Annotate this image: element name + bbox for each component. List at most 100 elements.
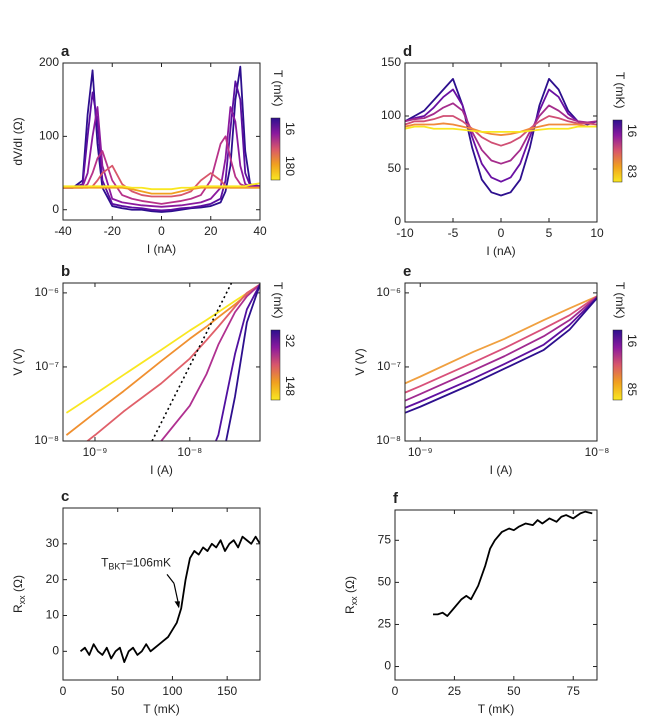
y-tick-label: 10 — [46, 608, 60, 622]
x-tick-label: 50 — [507, 684, 521, 698]
plot-area — [79, 535, 260, 663]
plot-area — [63, 65, 260, 213]
colorbar — [270, 117, 281, 181]
panel-label: b — [61, 263, 70, 280]
x-tick-label: -20 — [104, 224, 122, 238]
series-line — [405, 296, 597, 402]
x-tick-label: -5 — [448, 226, 459, 240]
series-line — [63, 65, 260, 213]
x-tick-label: 20 — [204, 224, 218, 238]
panel-label: f — [393, 490, 399, 507]
x-tick-label: 0 — [158, 224, 165, 238]
series-line — [405, 125, 597, 133]
y-tick-label: 10⁻⁸ — [376, 433, 401, 447]
y-tick-label: 10⁻⁶ — [34, 285, 59, 299]
colorbar-label: T (mK) — [613, 282, 627, 318]
x-axis-label: T (mK) — [143, 702, 179, 716]
annotation-arrowhead — [174, 601, 181, 609]
x-tick-label: 10 — [590, 226, 604, 240]
axes-box — [62, 507, 261, 681]
y-tick-label: 0 — [52, 202, 59, 216]
panel-label: c — [61, 488, 69, 505]
y-axis-label-sub: xx — [349, 596, 359, 606]
colorbar-tick-label: 83 — [625, 165, 639, 179]
axes-box — [62, 282, 261, 442]
colorbar-label: T (mK) — [271, 282, 285, 318]
series-line — [214, 284, 260, 441]
series-line — [405, 297, 597, 414]
series-line — [405, 115, 597, 147]
y-axis-label: V (V) — [353, 348, 367, 375]
y-tick-label: 10⁻⁷ — [35, 359, 59, 373]
plot-area — [433, 510, 593, 617]
series-line — [63, 135, 260, 205]
colorbar — [612, 119, 623, 183]
y-axis-label: Rxx (Ω) — [11, 575, 27, 613]
x-tick-label: 0 — [60, 684, 67, 698]
y-tick-label: 20 — [46, 572, 60, 586]
y-tick-label: 100 — [381, 108, 401, 122]
x-tick-label: 10⁻⁸ — [585, 445, 610, 459]
colorbar-tick-label: 32 — [283, 334, 297, 348]
axes-box — [404, 282, 598, 442]
axes-box — [394, 509, 598, 681]
series-line — [225, 284, 260, 441]
series-line — [65, 283, 260, 414]
y-tick-label: 50 — [378, 575, 392, 589]
x-axis-label: I (nA) — [486, 244, 515, 258]
x-tick-label: 5 — [546, 226, 553, 240]
y-tick-label: 10⁻⁶ — [376, 285, 401, 299]
x-axis-label: I (nA) — [147, 242, 176, 256]
panel-label: d — [403, 43, 412, 60]
series-line — [405, 295, 597, 394]
series-line — [86, 283, 260, 441]
plot-area — [65, 283, 260, 441]
x-tick-label: 50 — [111, 684, 125, 698]
x-axis-label: I (A) — [150, 463, 173, 477]
colorbar-tick-label: 85 — [625, 383, 639, 397]
y-axis-label: dV/dI (Ω) — [11, 117, 25, 165]
y-tick-label: 50 — [388, 161, 402, 175]
y-tick-label: 0 — [384, 659, 391, 673]
series-line — [63, 80, 260, 212]
x-tick-label: 0 — [498, 226, 505, 240]
colorbar-tick-label: 16 — [625, 334, 639, 348]
x-axis-label: I (A) — [490, 463, 513, 477]
x-tick-label: 10⁻⁸ — [177, 445, 202, 459]
y-tick-label: 100 — [39, 129, 59, 143]
x-tick-label: 0 — [392, 684, 399, 698]
x-tick-label: -10 — [396, 226, 414, 240]
y-tick-label: 150 — [381, 55, 401, 69]
colorbar-tick-label: 180 — [283, 156, 297, 176]
x-tick-label: 75 — [567, 684, 581, 698]
y-axis-label-sub: xx — [17, 595, 27, 605]
x-axis-label: T (mK) — [478, 702, 514, 716]
series-line — [405, 297, 597, 409]
series-line — [79, 535, 260, 663]
series-line — [405, 102, 597, 165]
series-line — [63, 106, 260, 208]
panel-label: e — [403, 263, 411, 280]
colorbar-label: T (mK) — [613, 72, 627, 108]
y-tick-label: 30 — [46, 536, 60, 550]
colorbar-tick-label: 16 — [283, 122, 297, 136]
colorbar — [270, 329, 281, 401]
y-axis-label-suffix: (Ω) — [343, 576, 357, 596]
series-line — [151, 283, 233, 441]
axes-box — [62, 62, 261, 221]
y-tick-label: 0 — [394, 214, 401, 228]
x-tick-label: 10⁻⁹ — [83, 445, 108, 459]
colorbar-tick-label: 148 — [283, 376, 297, 396]
y-axis-label-main: R — [343, 605, 357, 614]
x-tick-label: 25 — [448, 684, 462, 698]
series-line — [405, 295, 597, 385]
y-axis-label: Rxx (Ω) — [343, 576, 359, 614]
colorbar-tick-label: 16 — [625, 124, 639, 138]
annotation-text-suffix: =106mK — [126, 556, 171, 570]
y-tick-label: 10⁻⁷ — [377, 359, 401, 373]
y-axis-label-main: R — [11, 604, 25, 613]
x-tick-label: 150 — [217, 684, 237, 698]
series-line — [63, 182, 260, 191]
